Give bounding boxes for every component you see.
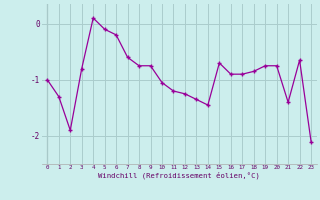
X-axis label: Windchill (Refroidissement éolien,°C): Windchill (Refroidissement éolien,°C) bbox=[98, 172, 260, 179]
